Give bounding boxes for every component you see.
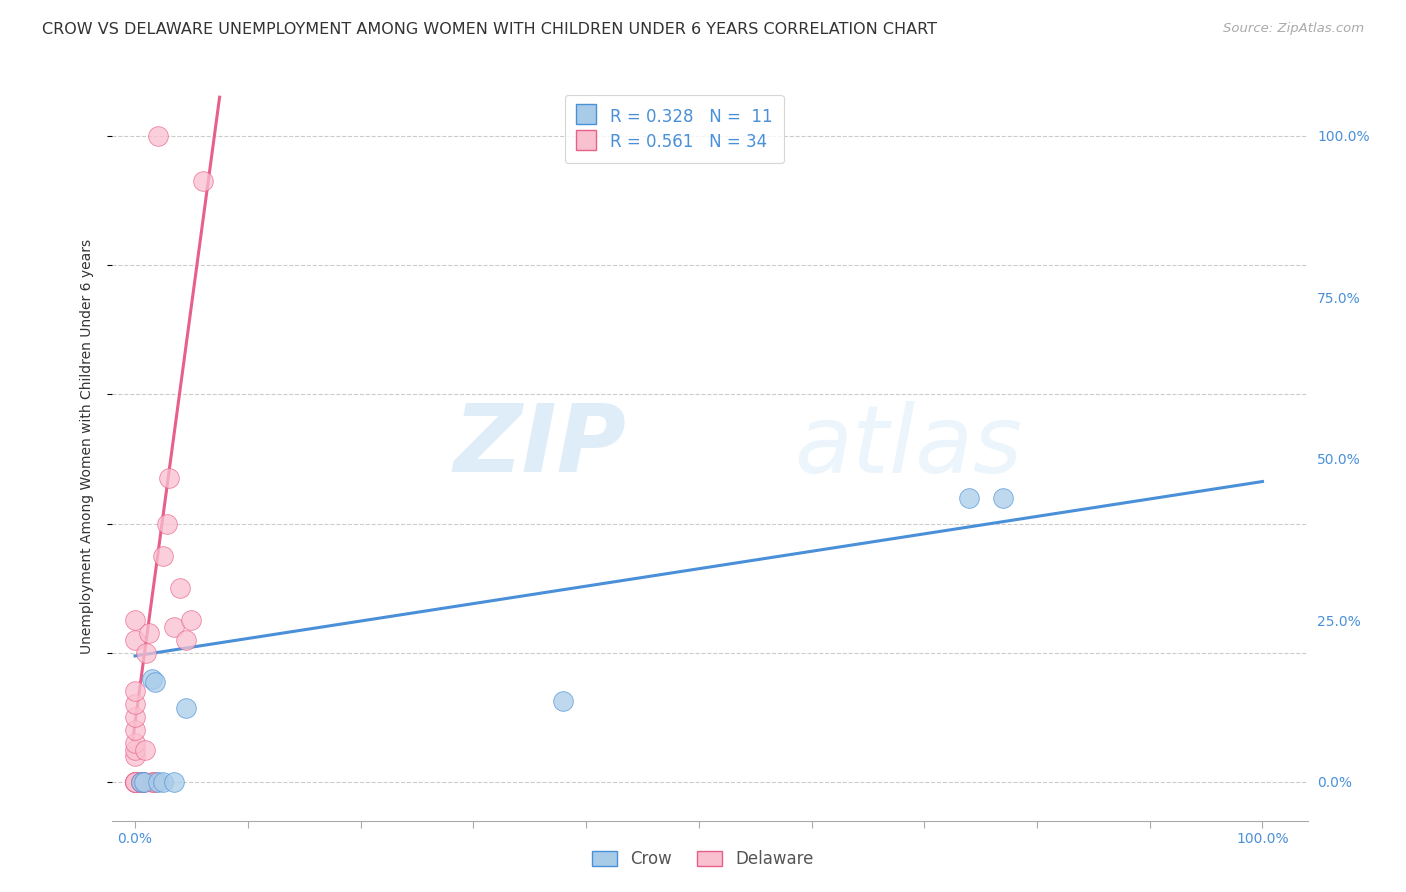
Text: Source: ZipAtlas.com: Source: ZipAtlas.com <box>1223 22 1364 36</box>
Point <box>124 723 146 738</box>
Point <box>124 775 146 789</box>
Point <box>124 775 146 789</box>
Point <box>124 775 146 789</box>
Point <box>124 684 146 698</box>
Point <box>180 614 202 628</box>
Point <box>957 491 980 505</box>
Text: CROW VS DELAWARE UNEMPLOYMENT AMONG WOMEN WITH CHILDREN UNDER 6 YEARS CORRELATIO: CROW VS DELAWARE UNEMPLOYMENT AMONG WOME… <box>42 22 938 37</box>
Legend: R = 0.328   N =  11, R = 0.561   N = 34: R = 0.328 N = 11, R = 0.561 N = 34 <box>565 95 783 163</box>
Point <box>174 632 197 647</box>
Point <box>191 174 214 188</box>
Point <box>124 736 146 750</box>
Point <box>132 775 155 789</box>
Point <box>129 775 152 789</box>
Point <box>143 775 166 789</box>
Point <box>124 742 146 756</box>
Point <box>553 694 575 708</box>
Point <box>124 614 146 628</box>
Point <box>146 128 169 143</box>
Point <box>129 775 152 789</box>
Point <box>132 775 155 789</box>
Point <box>124 775 146 789</box>
Y-axis label: Unemployment Among Women with Children Under 6 years: Unemployment Among Women with Children U… <box>80 238 94 654</box>
Point <box>141 672 163 686</box>
Point <box>146 775 169 789</box>
Point <box>124 710 146 724</box>
Point <box>129 775 152 789</box>
Point <box>124 775 146 789</box>
Point <box>155 516 177 531</box>
Point <box>124 698 146 712</box>
Point <box>138 626 160 640</box>
Point <box>169 581 191 595</box>
Point <box>157 471 180 485</box>
Point <box>991 491 1014 505</box>
Point <box>143 775 166 789</box>
Point <box>124 632 146 647</box>
Point <box>124 749 146 764</box>
Legend: Crow, Delaware: Crow, Delaware <box>585 844 821 875</box>
Point <box>174 700 197 714</box>
Point <box>163 620 186 634</box>
Point <box>163 775 186 789</box>
Point <box>141 775 163 789</box>
Point <box>152 775 174 789</box>
Point <box>152 549 174 563</box>
Text: ZIP: ZIP <box>454 400 627 492</box>
Text: atlas: atlas <box>793 401 1022 491</box>
Point <box>132 775 155 789</box>
Point <box>135 646 157 660</box>
Point <box>124 775 146 789</box>
Point <box>134 742 156 756</box>
Point <box>143 674 166 689</box>
